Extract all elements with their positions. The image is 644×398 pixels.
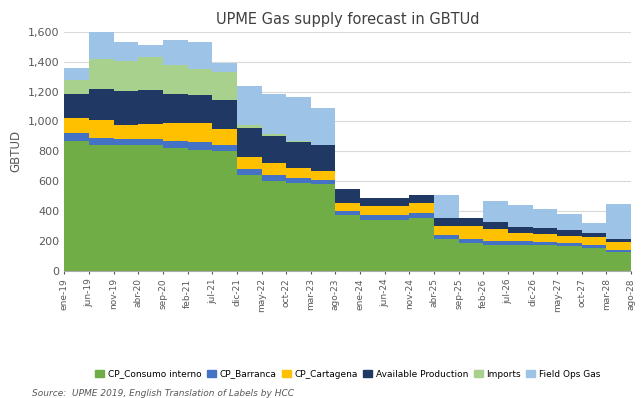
Legend: CP_Consumo interno, CP_Barranca, CP_Cartagena, Available Production, Imports, Fi: CP_Consumo interno, CP_Barranca, CP_Cart… xyxy=(91,366,604,382)
Text: Source:  UPME 2019, English Translation of Labels by HCC: Source: UPME 2019, English Translation o… xyxy=(32,389,294,398)
Title: UPME Gas supply forecast in GBTUd: UPME Gas supply forecast in GBTUd xyxy=(216,12,480,27)
Y-axis label: GBTUD: GBTUD xyxy=(10,130,23,172)
